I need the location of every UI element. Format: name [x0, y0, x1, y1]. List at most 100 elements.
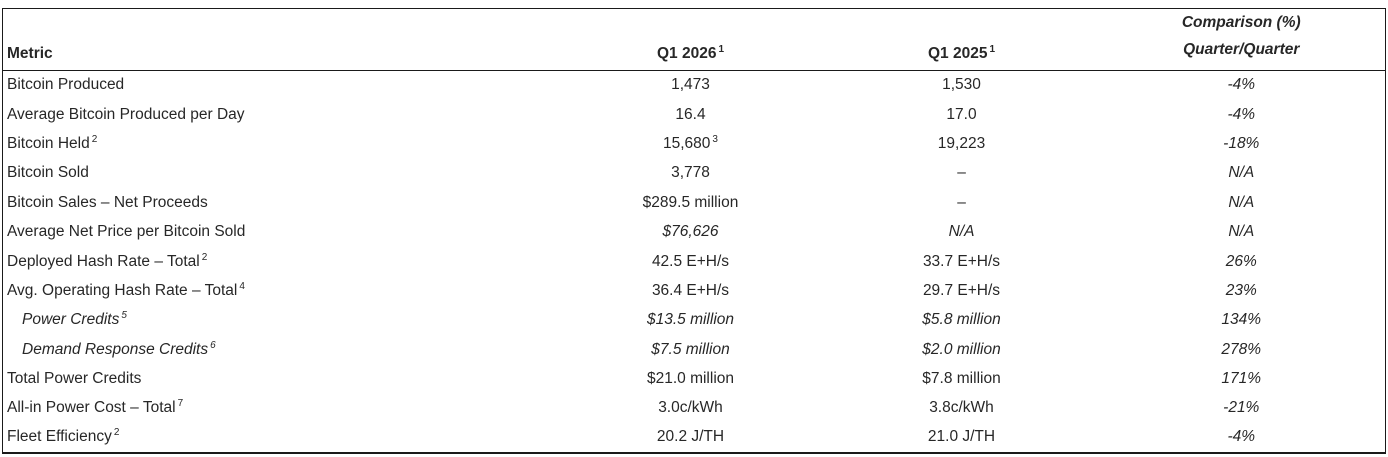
q1-2026-value: $13.5 million: [556, 306, 826, 335]
value-text: –: [957, 164, 966, 182]
footnote-marker: 3: [712, 133, 718, 145]
q1-2026-value: 15,680 3: [556, 129, 826, 158]
value-text: –: [957, 193, 966, 211]
q1-2025-value: –: [826, 188, 1098, 217]
value-text: 16.4: [675, 105, 706, 123]
q1-2025-value: 21.0 J/TH: [826, 423, 1098, 452]
value-text: N/A: [1228, 164, 1255, 182]
metric-label: Average Bitcoin Produced per Day: [7, 105, 245, 123]
value-text: 23%: [1225, 281, 1257, 299]
value-text: 3.8c/kWh: [929, 399, 994, 417]
column-header-q1-2026: Q1 2026 1: [555, 8, 826, 71]
q1-2026-value: $21.0 million: [556, 364, 826, 393]
table-row-bitcoin-produced: Bitcoin Produced 1,473 1,530 -4%: [3, 71, 1386, 100]
value-text: 29.7 E+H/s: [922, 281, 1001, 299]
footnote-marker: 2: [113, 427, 120, 439]
metric-label: Bitcoin Held: [7, 134, 90, 152]
metric-cell: Demand Response Credits 6: [3, 335, 556, 364]
column-header-metric-label: Metric: [7, 45, 53, 62]
table-row-avg-net-price: Average Net Price per Bitcoin Sold $76,6…: [3, 217, 1386, 246]
metric-cell: All-in Power Cost – Total 7: [3, 394, 556, 423]
value-text: -4%: [1227, 76, 1256, 94]
comparison-value: N/A: [1098, 217, 1386, 246]
footnote-marker: 1: [989, 44, 996, 55]
value-text: 1,473: [671, 76, 710, 94]
value-text: 3.0c/kWh: [658, 399, 723, 417]
q1-2025-value: $5.8 million: [826, 306, 1098, 335]
q1-2026-value: 42.5 E+H/s: [556, 247, 826, 276]
value-text: 15,680: [663, 134, 711, 152]
metric-label: Bitcoin Produced: [7, 76, 125, 94]
comparison-value: -4%: [1098, 423, 1386, 452]
column-header-q1-2026-label: Q1 2026: [656, 45, 717, 62]
metric-label: Avg. Operating Hash Rate – Total: [7, 281, 238, 299]
q1-2026-value: $7.5 million: [556, 335, 826, 364]
value-text: $2.0 million: [922, 340, 1001, 358]
table-row-power-credits: Power Credits 5 $13.5 million $5.8 millio…: [3, 306, 1386, 335]
comparison-value: -21%: [1098, 394, 1386, 423]
metric-label: Average Net Price per Bitcoin Sold: [7, 223, 246, 241]
comparison-value: 278%: [1098, 335, 1386, 364]
value-text: N/A: [1228, 193, 1255, 211]
comparison-value: 171%: [1098, 364, 1386, 393]
value-text: 42.5 E+H/s: [651, 252, 730, 270]
metric-label: Bitcoin Sales – Net Proceeds: [7, 193, 208, 211]
footnote-marker: 1: [718, 44, 725, 55]
q1-2025-value: 19,223: [826, 129, 1098, 158]
value-text: 19,223: [937, 134, 986, 152]
q1-2026-value: 20.2 J/TH: [556, 423, 826, 452]
comparison-value: -4%: [1098, 100, 1386, 129]
header-row: Metric Q1 2026 1 Q1 2025 1 Comparison (%) Q…: [2, 8, 1386, 71]
table-row-demand-response-credits: Demand Response Credits 6 $7.5 million $2…: [3, 335, 1386, 364]
metric-cell: Bitcoin Sold: [3, 159, 556, 188]
footnote-marker: 2: [201, 251, 208, 263]
value-text: -4%: [1227, 105, 1256, 123]
metric-label: Power Credits: [22, 311, 120, 329]
metric-cell: Average Bitcoin Produced per Day: [3, 100, 556, 129]
metric-cell: Bitcoin Sales – Net Proceeds: [3, 188, 556, 217]
metric-label: Total Power Credits: [7, 370, 142, 388]
metric-cell: Power Credits 5: [3, 306, 556, 335]
value-text: 3,778: [671, 164, 710, 182]
value-text: 1,530: [942, 76, 981, 94]
value-text: $289.5 million: [642, 193, 739, 211]
table-row-bitcoin-sales-net-proceeds: Bitcoin Sales – Net Proceeds $289.5 mill…: [3, 188, 1386, 217]
table-row-all-in-power-cost: All-in Power Cost – Total 7 3.0c/kWh 3.8c…: [3, 394, 1386, 423]
value-text: 17.0: [946, 105, 977, 123]
metric-label: All-in Power Cost – Total: [7, 399, 176, 417]
q1-2026-value: $76,626: [556, 217, 826, 246]
q1-2025-value: 33.7 E+H/s: [826, 247, 1098, 276]
comparison-value: -4%: [1098, 71, 1386, 100]
column-header-comparison: Comparison (%) Quarter/Quarter: [1097, 8, 1386, 71]
value-text: $7.5 million: [651, 340, 730, 358]
comparison-value: N/A: [1098, 188, 1386, 217]
value-text: 36.4 E+H/s: [651, 281, 730, 299]
q1-2026-value: 3,778: [556, 159, 826, 188]
table-header: Metric Q1 2026 1 Q1 2025 1 Comparison (%) Q…: [2, 8, 1386, 71]
metric-label: Bitcoin Sold: [7, 164, 89, 182]
q1-2025-value: 29.7 E+H/s: [826, 276, 1098, 305]
value-text: N/A: [1228, 223, 1255, 241]
value-text: $76,626: [662, 223, 719, 241]
value-text: $13.5 million: [646, 311, 735, 329]
q1-2025-value: 3.8c/kWh: [826, 394, 1098, 423]
q1-2026-value: 36.4 E+H/s: [556, 276, 826, 305]
comparison-value: 26%: [1098, 247, 1386, 276]
value-text: $5.8 million: [922, 311, 1001, 329]
metric-cell: Bitcoin Produced: [3, 71, 556, 100]
footnote-marker: 5: [121, 310, 127, 322]
metric-label: Deployed Hash Rate – Total: [7, 252, 200, 270]
value-text: -4%: [1227, 428, 1256, 446]
q1-2026-value: $289.5 million: [556, 188, 826, 217]
column-header-q1-2025: Q1 2025 1: [825, 8, 1098, 71]
comparison-value: 134%: [1098, 306, 1386, 335]
table-row-total-power-credits: Total Power Credits $21.0 million $7.8 m…: [3, 364, 1386, 393]
q1-2025-value: 17.0: [826, 100, 1098, 129]
q1-2026-value: 3.0c/kWh: [556, 394, 826, 423]
footnote-marker: 4: [239, 280, 245, 292]
q1-2025-value: $2.0 million: [826, 335, 1098, 364]
q1-2026-value: 1,473: [556, 71, 826, 100]
value-text: 26%: [1225, 252, 1257, 270]
table-row-bitcoin-held: Bitcoin Held 2 15,680 3 19,223 -18%: [3, 129, 1386, 158]
value-text: -21%: [1223, 399, 1260, 417]
